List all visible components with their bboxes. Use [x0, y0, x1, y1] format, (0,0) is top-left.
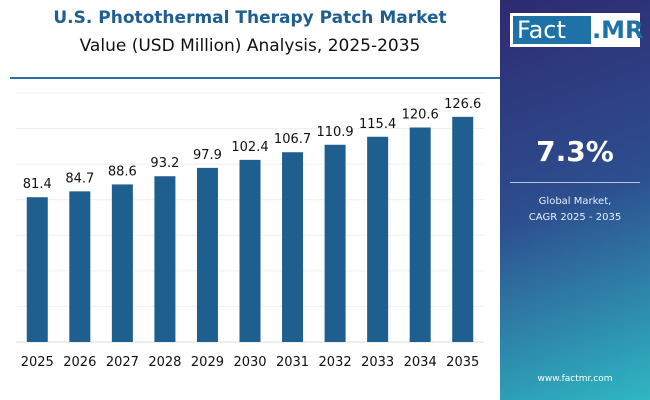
website-url: www.factmr.com [537, 374, 613, 384]
x-tick-label: 2028 [148, 355, 181, 370]
data-label: 126.6 [444, 97, 481, 112]
bar-chart: 81.4 2025 84.7 2026 88.6 2027 93.2 2028 97.9 2029… [16, 92, 484, 370]
data-label: 120.6 [402, 108, 439, 123]
side-panel: Fact .MR 7.3% Global Market, CAGR 2025 -… [500, 0, 650, 400]
bar-2035 [452, 116, 474, 342]
bar-2031 [282, 152, 304, 342]
data-label: 88.6 [108, 164, 137, 179]
bar-2028 [154, 176, 176, 342]
chart-title: U.S. Photothermal Therapy Patch Market [53, 8, 447, 28]
bar-2025 [26, 197, 48, 342]
cagr-label-line1: Global Market, [538, 196, 612, 207]
data-label: 102.4 [231, 140, 268, 155]
logo-mr: .MR [592, 16, 644, 44]
logo-fact: Fact [513, 16, 591, 44]
data-label: 84.7 [65, 171, 94, 186]
x-tick-label: 2035 [446, 355, 479, 370]
title-divider [10, 77, 500, 79]
x-tick-label: 2026 [63, 355, 96, 370]
bar-2032 [324, 144, 346, 342]
bar-2026 [69, 191, 91, 342]
x-tick-label: 2025 [21, 355, 54, 370]
chart-subtitle: Value (USD Million) Analysis, 2025-2035 [79, 36, 421, 56]
chart-area: U.S. Photothermal Therapy Patch Market V… [10, 8, 500, 370]
bar-2030 [239, 159, 261, 342]
data-label: 115.4 [359, 117, 396, 132]
x-tick-label: 2030 [233, 355, 266, 370]
data-label: 81.4 [23, 177, 52, 192]
x-tick-label: 2033 [361, 355, 394, 370]
data-label: 97.9 [193, 148, 222, 163]
data-label: 110.9 [316, 125, 353, 140]
x-tick-label: 2029 [191, 355, 224, 370]
factmr-logo: Fact .MR [510, 13, 644, 47]
cagr-label-line2: CAGR 2025 - 2035 [528, 212, 622, 223]
cagr-value: 7.3% [536, 135, 614, 168]
bar-2029 [196, 167, 218, 342]
x-tick-label: 2034 [404, 355, 437, 370]
x-tick-label: 2031 [276, 355, 309, 370]
x-tick-label: 2032 [319, 355, 352, 370]
bar-2033 [367, 136, 389, 342]
data-label: 93.2 [150, 156, 179, 171]
bar-2034 [409, 127, 431, 342]
cagr-label: Global Market, CAGR 2025 - 2035 [500, 194, 650, 226]
bar-2027 [111, 184, 133, 342]
x-tick-label: 2027 [106, 355, 139, 370]
data-label: 106.7 [274, 132, 311, 147]
cagr-divider [510, 182, 640, 183]
